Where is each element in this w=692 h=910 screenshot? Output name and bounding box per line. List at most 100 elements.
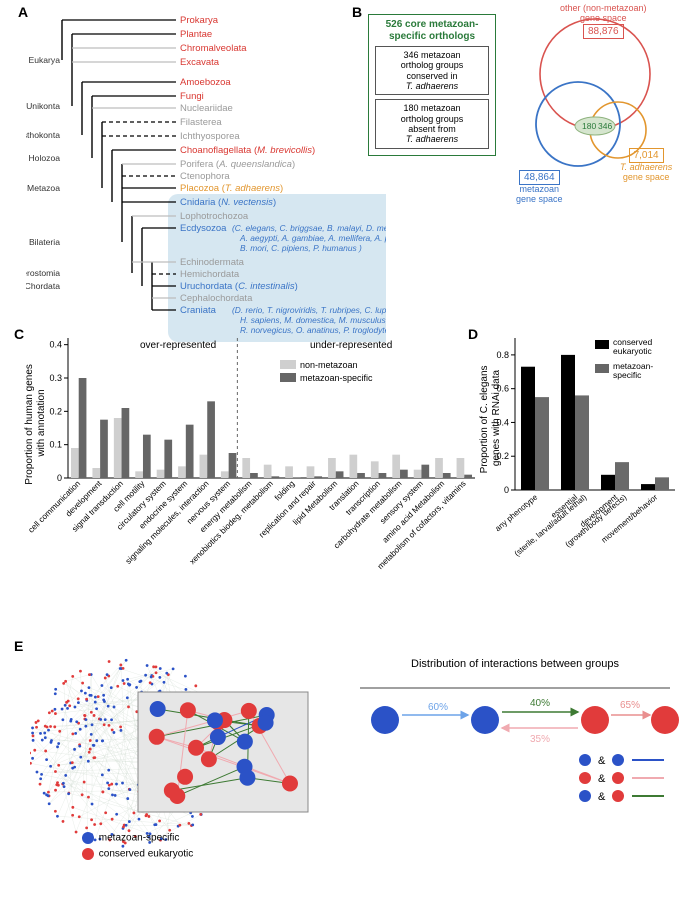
panel-d-svg: 00.20.40.60.8 any phenotypeessential(ste… — [475, 328, 692, 628]
svg-text:Cephalochordata: Cephalochordata — [180, 293, 253, 304]
d-xlabels: any phenotypeessential(sterile, larval/a… — [493, 492, 659, 558]
venn-inner-180: 180 — [582, 121, 596, 131]
e-dist-svg: 60% 40% 35% 65% & & & — [350, 670, 680, 840]
e-pct-bb: 60% — [428, 702, 448, 713]
svg-text:Excavata: Excavata — [180, 57, 220, 68]
svg-text:&: & — [598, 791, 606, 803]
tree-clade-labels: Eukarya Unikonta Opisthokonta Holozoa Metazo… — [26, 55, 60, 291]
venn-inner-346: 346 — [598, 121, 612, 131]
d-legend-grey-text: metazoan- specific — [613, 361, 656, 380]
e-dist-title: Distribution of interactions between gro… — [350, 658, 680, 670]
tree-lines — [62, 20, 152, 310]
c-xlabels: cell communicationdevelopmentsignal tran… — [27, 478, 468, 571]
svg-text:Filasterea: Filasterea — [180, 117, 222, 128]
panel-d-barchart: 00.20.40.60.8 any phenotypeessential(ste… — [475, 328, 685, 618]
panel-b: 526 core metazoan-specific orthologs 346… — [360, 8, 680, 208]
panel-c-svg: 0 0.1 0.2 0.3 0.4 cell communicationdevelopm… — [20, 328, 482, 628]
e-node-red-1 — [581, 706, 609, 734]
ortholog-title: 526 core metazoan-specific orthologs — [375, 19, 489, 42]
e-pct-br: 40% — [530, 698, 550, 709]
svg-text:Deuterostomia: Deuterostomia — [26, 268, 60, 278]
svg-text:H. sapiens, M. domestica, M. m: H. sapiens, M. domestica, M. musculus, — [240, 315, 386, 325]
svg-text:Cnidaria (N. vectensis): Cnidaria (N. vectensis) — [180, 197, 276, 208]
svg-text:Fungi: Fungi — [180, 91, 204, 102]
tree-tip-lines — [62, 20, 176, 310]
svg-text:0: 0 — [504, 485, 509, 495]
panel-c-barchart: 0 0.1 0.2 0.3 0.4 cell communicationdevelopm… — [20, 328, 470, 618]
e-red-dot-text: conserved eukaryotic — [99, 849, 194, 860]
svg-text:A. aegypti, A. gambiae, A. mel: A. aegypti, A. gambiae, A. mellifera, A.… — [239, 233, 386, 243]
d-ylabel: Proportion of C. elegans genes with RNAi… — [479, 363, 502, 474]
e-distribution: Distribution of interactions between gro… — [350, 658, 680, 843]
d-legend-black-text: conserved eukaryotic — [613, 337, 655, 356]
svg-text:Amoebozoa: Amoebozoa — [180, 77, 231, 88]
svg-text:Lophotrochozoa: Lophotrochozoa — [180, 211, 249, 222]
svg-text:Ecdysozoa: Ecdysozoa — [180, 223, 227, 234]
svg-text:Opisthokonta: Opisthokonta — [26, 130, 60, 140]
svg-text:&: & — [598, 755, 606, 767]
ortholog-conserved-box: 346 metazoanortholog groupsconserved inT… — [375, 46, 489, 95]
ortholog-summary-box: 526 core metazoan-specific orthologs 346… — [368, 14, 496, 156]
svg-text:0.1: 0.1 — [49, 440, 62, 450]
e-dot-legend: metazoan-specific conserved eukaryotic — [80, 830, 193, 862]
svg-text:B. mori, C. pipiens, P. humanu: B. mori, C. pipiens, P. humanus ) — [240, 243, 362, 253]
c-over-label: over-represented — [140, 340, 216, 351]
e-pct-rr: 65% — [620, 700, 640, 711]
c-axes: 0 0.1 0.2 0.3 0.4 — [49, 338, 475, 483]
svg-text:Hemichordata: Hemichordata — [180, 269, 240, 280]
ortholog-absent-box: 180 metazoanortholog groupsabsent fromT.… — [375, 99, 489, 148]
c-legend-dark-swatch — [280, 373, 296, 382]
d-legend-grey-swatch — [595, 364, 609, 373]
svg-text:Unikonta: Unikonta — [26, 101, 60, 111]
venn-red-count: 88,876 — [583, 24, 624, 39]
svg-text:Ctenophora: Ctenophora — [180, 171, 230, 182]
c-legend: non-metazoan metazoan-specific — [280, 360, 373, 383]
c-legend-light-text: non-metazoan — [300, 360, 358, 370]
e-node-blue-2 — [471, 706, 499, 734]
svg-text:any phenotype: any phenotype — [493, 492, 539, 533]
venn-blue-count: 48,864 — [519, 170, 560, 185]
svg-text:0.3: 0.3 — [49, 373, 62, 383]
venn-orange-label: 7,014 T. adhaerensgene space — [620, 148, 672, 183]
svg-text:Placozoa (T. adhaerens): Placozoa (T. adhaerens) — [180, 183, 283, 194]
e-red-dot-icon — [80, 846, 96, 862]
panel-a-phylogeny: Prokarya Plantae Chromalveolata Excavata Amo… — [26, 8, 376, 318]
svg-text:Prokarya: Prokarya — [180, 15, 219, 26]
svg-text:0.8: 0.8 — [496, 350, 509, 360]
svg-text:Craniata: Craniata — [180, 305, 217, 316]
svg-text:Metazoa: Metazoa — [27, 183, 60, 193]
d-bars — [521, 355, 669, 490]
venn-orange-count: 7,014 — [629, 148, 664, 163]
c-legend-dark-text: metazoan-specific — [300, 373, 373, 383]
svg-text:(D. rerio, T. nigroviridis, T.: (D. rerio, T. nigroviridis, T. rubripes,… — [232, 305, 386, 315]
svg-text:0.2: 0.2 — [49, 406, 62, 416]
venn-blue-label: 48,864 metazoangene space — [516, 170, 563, 205]
c-legend-light-swatch — [280, 360, 296, 369]
svg-text:Echinodermata: Echinodermata — [180, 257, 245, 268]
phylogeny-svg: Prokarya Plantae Chromalveolata Excavata Amo… — [26, 8, 386, 348]
d-legend-black-swatch — [595, 340, 609, 349]
svg-text:Porifera (A. queenslandica): Porifera (A. queenslandica) — [180, 159, 295, 170]
svg-text:Bilateria: Bilateria — [29, 237, 60, 247]
e-node-red-2 — [651, 706, 679, 734]
svg-text:Chromalveolata: Chromalveolata — [180, 43, 247, 54]
svg-text:Holozoa: Holozoa — [28, 153, 60, 163]
d-legend: conserved eukaryotic metazoan- specific — [595, 337, 656, 380]
svg-text:Nucleariidae: Nucleariidae — [180, 103, 233, 114]
svg-text:(C. elegans, C. briggsae, B. m: (C. elegans, C. briggsae, B. malayi, D. … — [232, 223, 386, 233]
svg-text:0: 0 — [57, 473, 62, 483]
panel-e-network — [30, 648, 330, 858]
svg-text:0.4: 0.4 — [49, 340, 62, 350]
svg-text:&: & — [598, 773, 606, 785]
c-bars — [71, 378, 472, 478]
e-blue-dot-text: metazoan-specific — [99, 833, 180, 844]
panel-e: metazoan-specific conserved eukaryotic D… — [20, 640, 680, 900]
e-node-blue-1 — [371, 706, 399, 734]
svg-text:Eukarya: Eukarya — [28, 55, 60, 65]
e-pairing-key: & & & — [579, 754, 664, 803]
svg-text:Plantae: Plantae — [180, 29, 212, 40]
c-ylabel: Proportion of human genes with annotatio… — [24, 361, 47, 484]
svg-text:Ichthyosporea: Ichthyosporea — [180, 131, 240, 142]
svg-text:Chordata: Chordata — [26, 281, 60, 291]
svg-text:Uruchordata (C. intestinalis): Uruchordata (C. intestinalis) — [180, 281, 298, 292]
